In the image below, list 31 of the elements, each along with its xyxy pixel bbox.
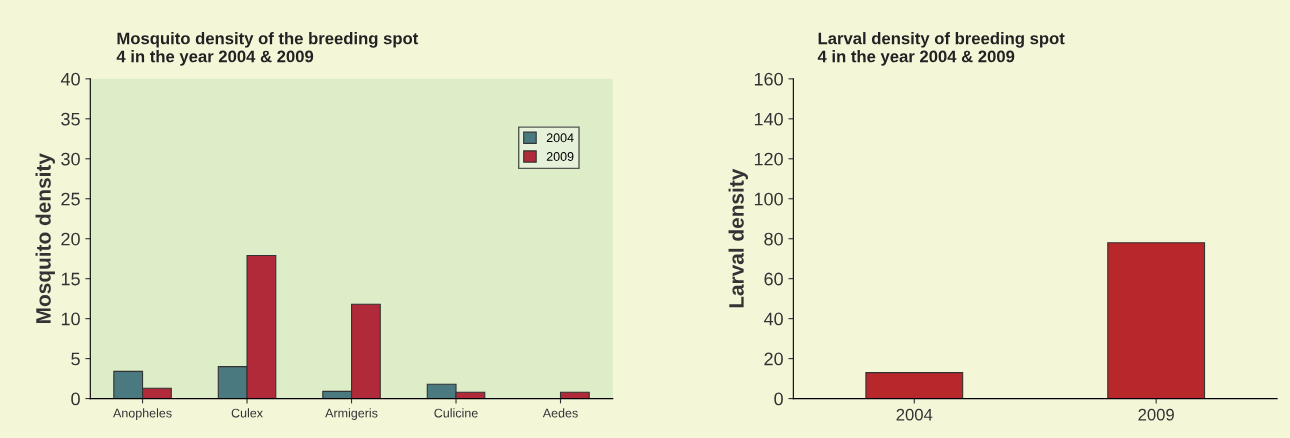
x-tick-label: 2004 xyxy=(896,408,933,421)
y-tick-label: 80 xyxy=(764,232,783,246)
x-tick-label: Culicine xyxy=(434,408,478,418)
y-tick-label: 20 xyxy=(764,352,783,366)
x-tick-label: Anopheles xyxy=(113,408,172,420)
y-tick-label: 15 xyxy=(61,272,80,286)
y-tick-label: 25 xyxy=(61,192,80,206)
y-tick-label: 120 xyxy=(754,152,783,166)
legend-label: 2004 xyxy=(546,133,574,143)
y-tick-label: 0 xyxy=(71,392,80,406)
legend-label: 2009 xyxy=(546,152,574,161)
chart-title: Mosquito density of the breeding spot 4 in the year 2004 & 2009 xyxy=(116,32,419,66)
chart-title: Larval density of breeding spot 4 in the year 2004 & 2009 xyxy=(817,32,1065,66)
y-axis-title: Mosquito density xyxy=(35,153,55,323)
x-tick-label: 2009 xyxy=(1138,408,1174,421)
y-tick-label: 160 xyxy=(754,72,783,86)
y-tick-label: 5 xyxy=(71,352,80,366)
y-tick-label: 100 xyxy=(754,192,783,206)
y-tick-label: 40 xyxy=(763,312,783,326)
y-axis-title: Larval density xyxy=(728,168,748,308)
y-tick-label: 140 xyxy=(754,112,783,126)
y-tick-label: 30 xyxy=(61,152,80,166)
x-tick-label: Aedes xyxy=(542,408,578,418)
y-tick-label: 60 xyxy=(764,272,783,286)
x-tick-label: Culex xyxy=(231,408,263,418)
x-tick-label: Armigeris xyxy=(325,408,378,420)
y-tick-label: 40 xyxy=(60,72,80,86)
y-tick-label: 20 xyxy=(61,232,80,246)
y-tick-label: 0 xyxy=(774,392,783,406)
y-tick-label: 35 xyxy=(61,112,80,126)
y-tick-label: 10 xyxy=(61,312,80,326)
